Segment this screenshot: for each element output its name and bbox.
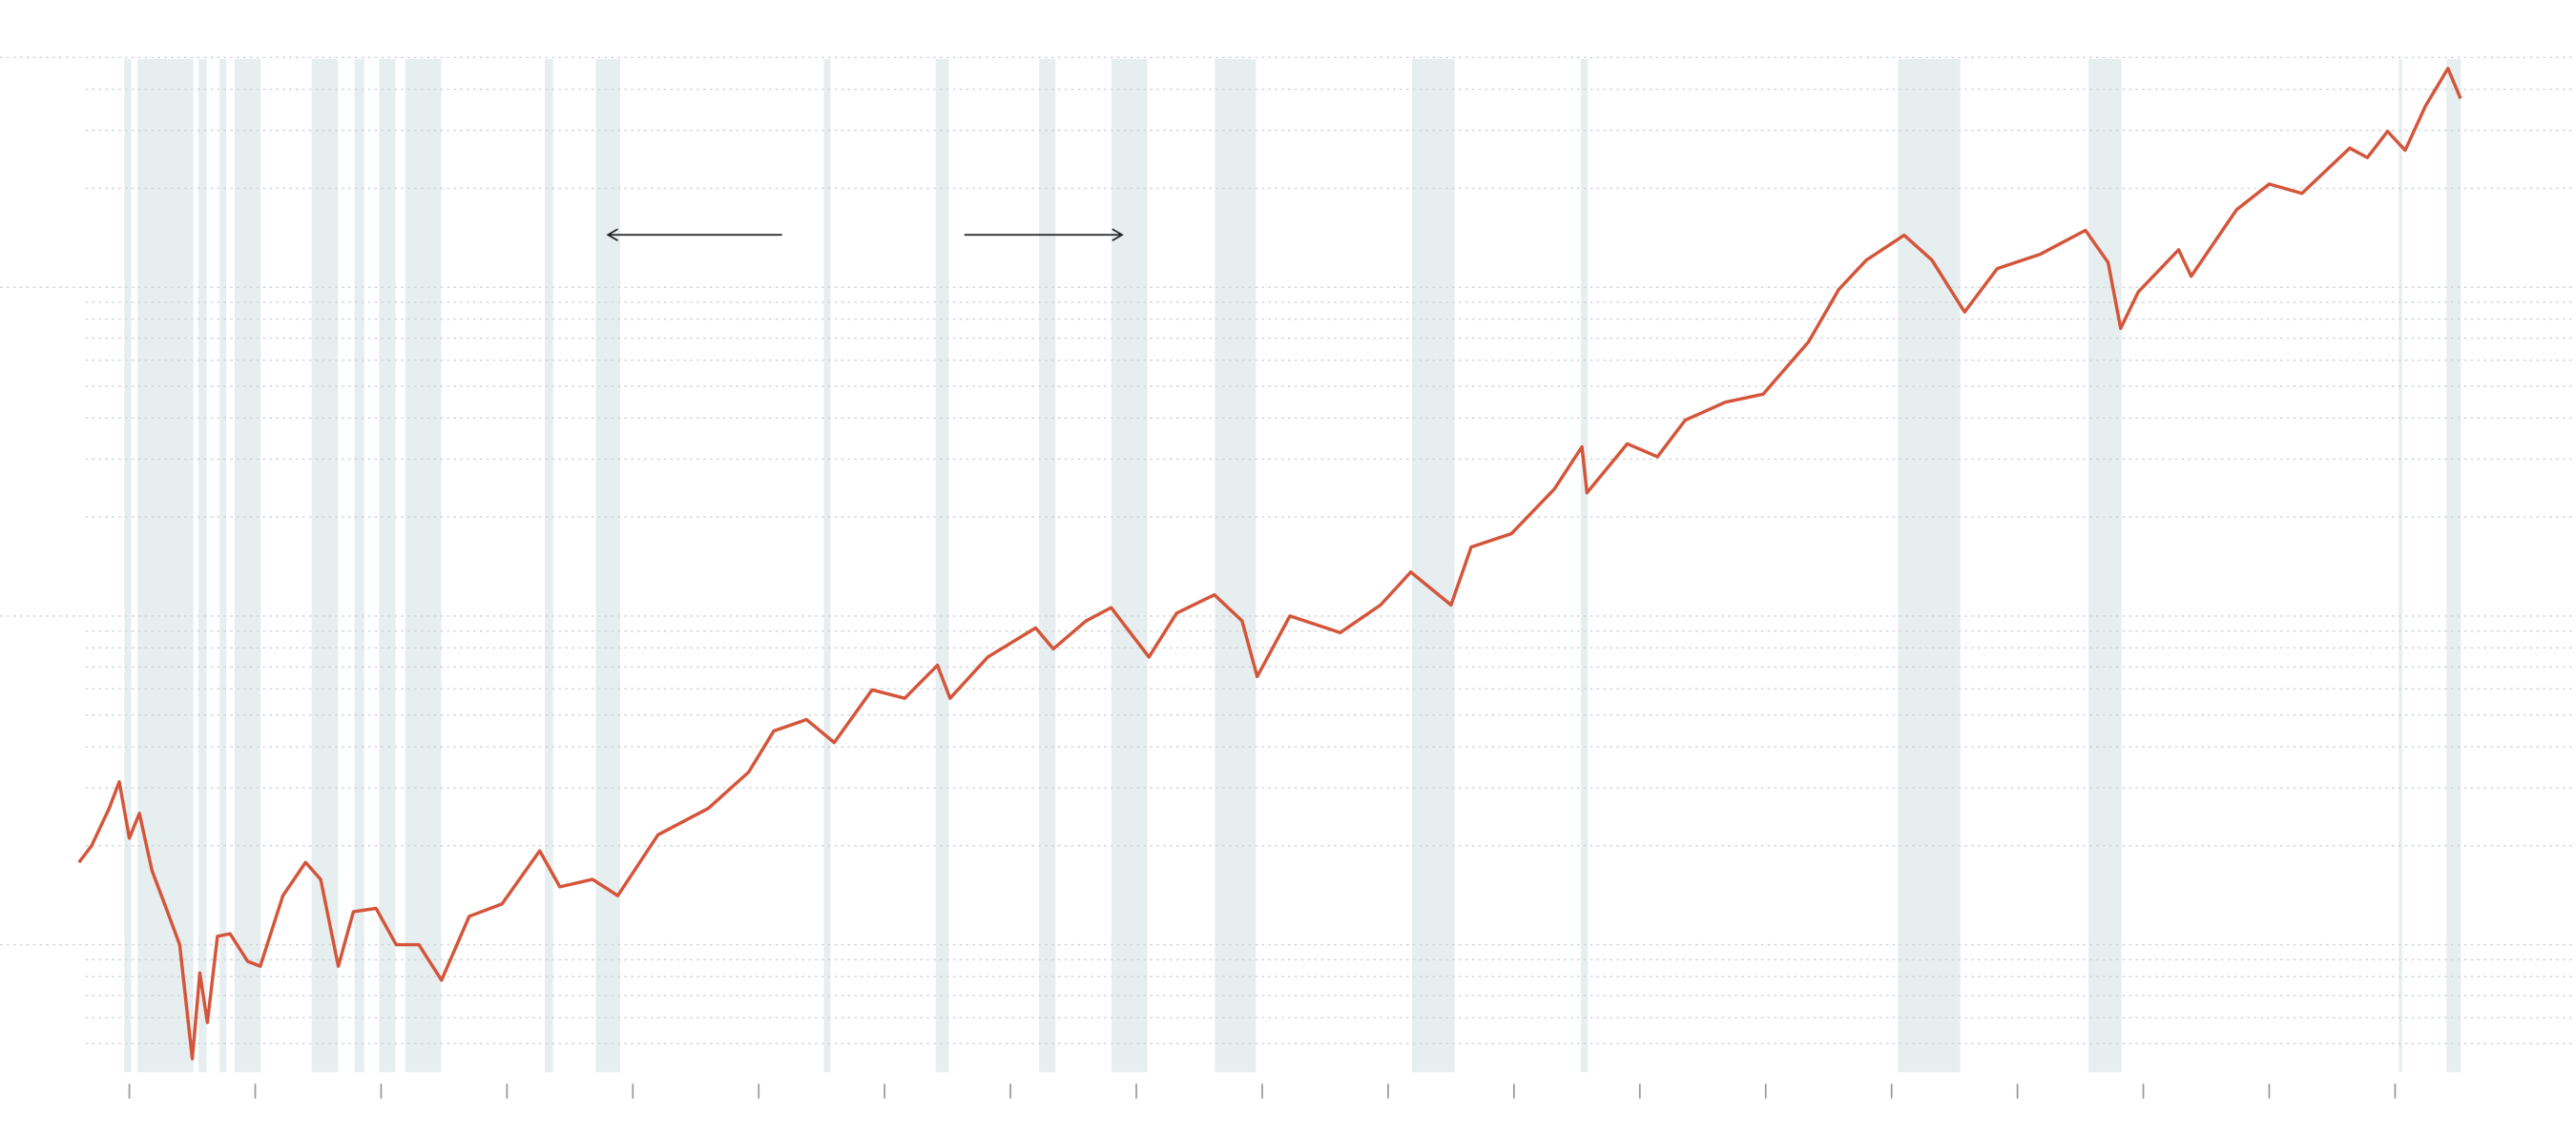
shaded-period	[823, 58, 831, 1073]
arrow-head	[1111, 228, 1124, 241]
shaded-period	[935, 58, 949, 1073]
shaded-period	[197, 58, 207, 1073]
plot	[0, 56, 2576, 1099]
arrow-head	[606, 228, 618, 241]
shaded-period	[219, 58, 227, 1073]
shaded-period	[544, 58, 553, 1073]
shaded-period	[405, 58, 442, 1073]
shaded-period	[354, 58, 364, 1073]
shaded-period	[2446, 58, 2462, 1073]
shaded-period	[1581, 58, 1589, 1073]
shaded-period	[1411, 58, 1455, 1073]
shaded-period	[595, 58, 621, 1073]
shaded-period	[1898, 58, 1961, 1073]
shaded-period	[379, 58, 396, 1073]
shaded-period	[1039, 58, 1056, 1073]
shaded-period	[1111, 58, 1148, 1073]
shaded-period	[124, 58, 132, 1073]
shaded-period	[311, 58, 339, 1073]
line	[77, 67, 2462, 1061]
shaded-period	[234, 58, 261, 1073]
arrows	[606, 228, 1124, 241]
shaded-period	[1215, 58, 1257, 1073]
shaded-period	[2088, 58, 2122, 1073]
shaded-period	[137, 58, 194, 1073]
shaded-period	[2399, 58, 2402, 1073]
